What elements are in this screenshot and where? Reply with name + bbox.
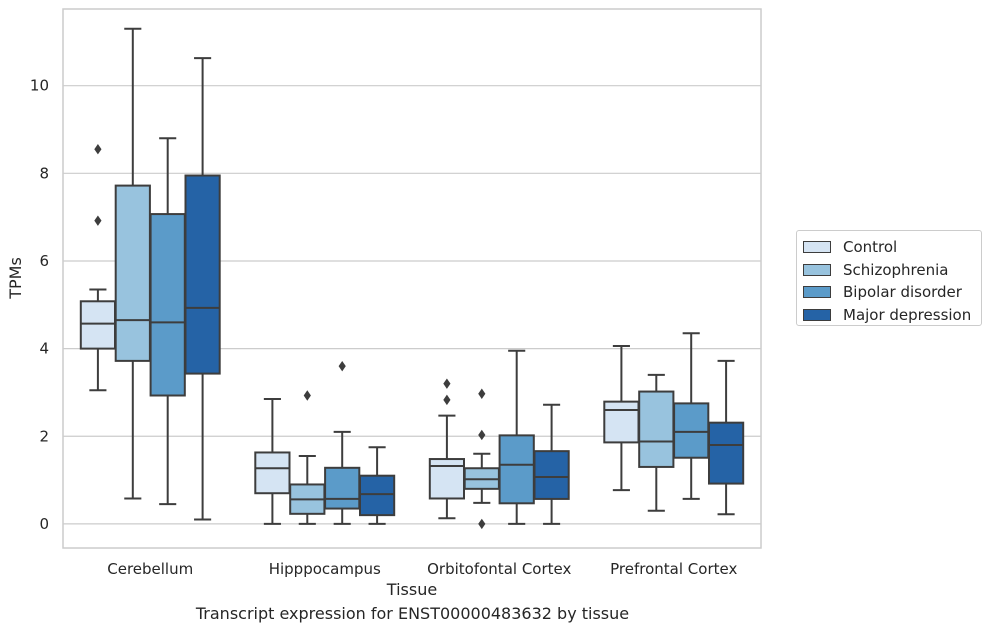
box-group bbox=[707, 359, 745, 516]
box-group bbox=[463, 388, 500, 530]
outlier-point bbox=[338, 360, 346, 372]
iqr-box bbox=[254, 451, 291, 495]
legend: Control Schizophrenia Bipolar disorder Majo… bbox=[796, 230, 982, 326]
legend-item: Control bbox=[803, 236, 981, 259]
y-tick-label: 2 bbox=[39, 427, 49, 445]
iqr-box bbox=[114, 184, 151, 362]
box-group bbox=[114, 27, 151, 500]
x-axis-label: Tissue bbox=[386, 580, 437, 599]
outlier-point bbox=[94, 215, 102, 226]
iqr-box bbox=[428, 458, 466, 500]
box-group bbox=[638, 373, 675, 512]
outlier-point bbox=[303, 390, 311, 401]
outlier-point bbox=[443, 394, 451, 406]
outlier-point bbox=[478, 429, 486, 441]
iqr-box bbox=[358, 474, 396, 517]
outlier-point bbox=[443, 378, 451, 389]
iqr-box bbox=[673, 402, 710, 459]
x-tick-label: Orbitofontal Cortex bbox=[427, 560, 571, 578]
x-tick-labels: Cerebellum Hipppocampus Orbitofontal Corte… bbox=[107, 560, 737, 578]
outlier-point bbox=[478, 388, 486, 399]
box-group bbox=[184, 57, 221, 521]
iqr-box bbox=[638, 390, 675, 468]
box-group bbox=[533, 403, 570, 525]
iqr-box bbox=[707, 421, 745, 485]
legend-swatch bbox=[803, 286, 831, 299]
iqr-box bbox=[149, 213, 186, 397]
outlier-point bbox=[478, 518, 486, 530]
legend-label: Bipolar disorder bbox=[843, 283, 962, 302]
box-group bbox=[428, 378, 466, 520]
y-tick-label: 0 bbox=[39, 515, 49, 533]
boxes bbox=[79, 27, 745, 530]
iqr-box bbox=[324, 466, 361, 510]
y-tick-label: 4 bbox=[39, 340, 49, 358]
iqr-box bbox=[184, 174, 221, 375]
figure-caption: Transcript expression for ENST0000048363… bbox=[195, 604, 630, 623]
legend-label: Schizophrenia bbox=[843, 260, 949, 279]
box-group bbox=[498, 349, 535, 525]
iqr-box bbox=[533, 450, 570, 500]
legend-swatch bbox=[803, 263, 831, 276]
box-group bbox=[79, 144, 117, 392]
box-group bbox=[149, 137, 186, 506]
legend-label: Major depression bbox=[843, 305, 972, 324]
box-group bbox=[358, 446, 396, 525]
iqr-box bbox=[79, 300, 117, 350]
y-tick-label: 10 bbox=[30, 77, 49, 95]
legend-item: Schizophrenia bbox=[803, 259, 981, 282]
y-axis-label: TPMs bbox=[6, 257, 25, 300]
iqr-box bbox=[603, 400, 640, 444]
plot-area-frame bbox=[62, 8, 762, 549]
x-tick-label: Cerebellum bbox=[107, 560, 193, 578]
x-tick-label: Prefrontal Cortex bbox=[610, 560, 737, 578]
legend-item: Bipolar disorder bbox=[803, 281, 981, 304]
x-tick-label: Hipppocampus bbox=[269, 560, 381, 578]
y-tick-labels: 0 2 4 6 8 10 bbox=[30, 77, 49, 533]
box-group bbox=[254, 398, 291, 525]
box-group bbox=[289, 390, 326, 525]
box-group bbox=[673, 332, 710, 500]
box-group bbox=[324, 360, 361, 525]
legend-label: Control bbox=[843, 238, 898, 257]
legend-swatch bbox=[803, 308, 831, 321]
outlier-point bbox=[94, 144, 102, 155]
y-tick-label: 8 bbox=[39, 164, 49, 182]
legend-item: Major depression bbox=[803, 304, 981, 327]
legend-swatch bbox=[803, 241, 831, 254]
y-tick-label: 6 bbox=[39, 252, 49, 270]
iqr-box bbox=[498, 434, 535, 505]
box-group bbox=[603, 344, 640, 492]
